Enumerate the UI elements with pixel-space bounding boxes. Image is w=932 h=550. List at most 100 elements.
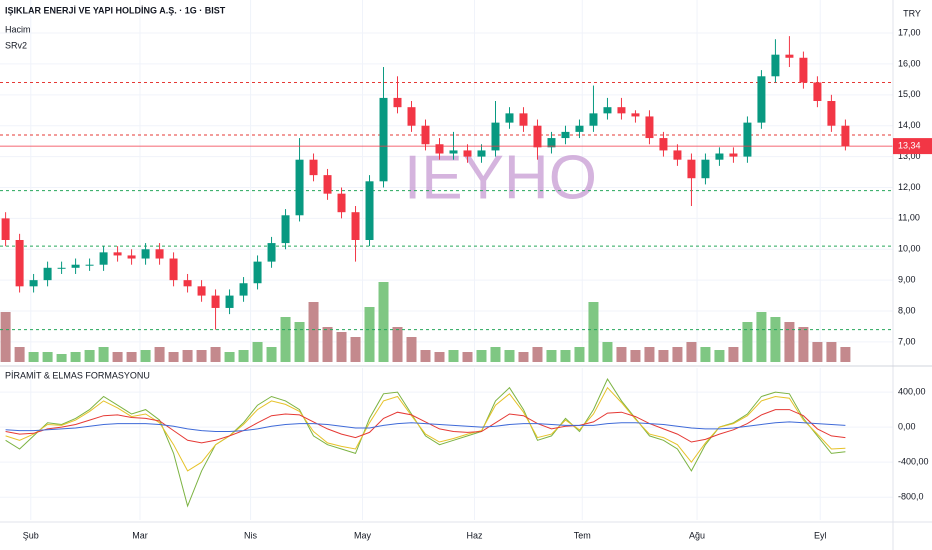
volume-bar <box>826 342 837 362</box>
volume-bar <box>154 347 165 362</box>
price-tag-label: 13,34 <box>898 140 921 150</box>
volume-bar <box>252 342 263 362</box>
volume-bar <box>14 347 25 362</box>
x-tick-label: Şub <box>23 530 39 540</box>
volume-bar <box>28 352 39 362</box>
candle-body <box>561 131 570 139</box>
volume-bar <box>798 327 809 362</box>
candle-body <box>71 264 80 268</box>
candle-body <box>533 125 542 148</box>
candle-body <box>29 280 38 287</box>
candle-body <box>491 122 500 151</box>
y-tick-label: 16,00 <box>898 58 921 68</box>
volume-bar <box>812 342 823 362</box>
volume-bar <box>70 352 81 362</box>
volume-bar <box>504 350 515 362</box>
candle-body <box>85 264 94 266</box>
y-tick-label: 11,00 <box>898 213 920 223</box>
candle-body <box>673 150 682 160</box>
volume-bar <box>140 350 151 362</box>
indicator-label: SRv2 <box>5 40 27 50</box>
volume-bar <box>350 337 361 362</box>
volume-bar <box>658 350 669 362</box>
volume-bar <box>210 347 221 362</box>
y-tick-label: 15,00 <box>898 89 921 99</box>
y-tick-label: 7,00 <box>898 336 916 346</box>
y-tick-label: -800,0 <box>898 492 924 502</box>
candle-body <box>197 286 206 296</box>
volume-bar <box>602 342 613 362</box>
candle-body <box>701 159 710 179</box>
y-tick-label: 13,00 <box>898 151 921 161</box>
candle-body <box>435 144 444 154</box>
volume-bar <box>784 322 795 362</box>
volume-bar <box>98 347 109 362</box>
candle-body <box>309 159 318 176</box>
volume-bar <box>616 347 627 362</box>
volume-bar <box>238 350 249 362</box>
grid-layer <box>0 0 893 520</box>
volume-bar <box>728 347 739 362</box>
volume-bar <box>574 347 585 362</box>
volume-bar <box>756 312 767 362</box>
y-tick-label: 10,00 <box>898 244 921 254</box>
candle-body <box>169 258 178 281</box>
volume-bar <box>672 347 683 362</box>
currency-label: TRY <box>903 8 921 18</box>
volume-bar <box>588 302 599 362</box>
candle-body <box>659 138 668 151</box>
volume-bar <box>714 350 725 362</box>
y-tick-label: 400,00 <box>898 386 926 396</box>
volume-bar <box>308 302 319 362</box>
x-tick-label: Mar <box>132 530 148 540</box>
candle-body <box>15 239 24 287</box>
x-tick-label: May <box>354 530 372 540</box>
candle-body <box>841 125 850 147</box>
y-tick-label: 14,00 <box>898 120 921 130</box>
chart-title: IŞIKLAR ENERJİ VE YAPI HOLDİNG A.Ş. · 1G… <box>5 5 226 15</box>
volume-bar <box>644 347 655 362</box>
y-tick-label: 17,00 <box>898 27 921 37</box>
candle-body <box>477 150 486 157</box>
candle-body <box>239 283 248 296</box>
candle-body <box>99 252 108 265</box>
volume-bar <box>168 352 179 362</box>
watermark: IEYHO <box>404 143 597 212</box>
volume-bar <box>770 317 781 362</box>
volume-bar <box>546 350 557 362</box>
x-tick-label: Eyl <box>814 530 827 540</box>
volume-bar <box>434 352 445 362</box>
y-tick-label: -400,00 <box>898 457 929 467</box>
candle-body <box>1 218 10 240</box>
volume-bar <box>406 337 417 362</box>
candle-body <box>295 159 304 216</box>
candle-body <box>785 54 794 58</box>
indicator-label: Hacim <box>5 24 31 34</box>
indicator-line <box>5 409 846 444</box>
candle-body <box>43 267 52 281</box>
candle-body <box>211 295 220 308</box>
candle-body <box>575 125 584 132</box>
candle-body <box>281 215 290 244</box>
candle-body <box>827 101 836 126</box>
volume-bar <box>700 347 711 362</box>
candle-body <box>127 255 136 259</box>
volume-bar <box>378 282 389 362</box>
x-tick-label: Tem <box>574 530 591 540</box>
volume-bar <box>336 332 347 362</box>
indicator-title: PİRAMİT & ELMAS FORMASYONU <box>5 370 150 380</box>
volume-bar <box>280 317 291 362</box>
candle-body <box>715 153 724 160</box>
volume-bar <box>266 347 277 362</box>
candle-body <box>351 212 360 240</box>
y-tick-label: 8,00 <box>898 305 916 315</box>
indicator-line <box>5 386 846 472</box>
candle-body <box>645 116 654 139</box>
candle-body <box>253 261 262 284</box>
candle-body <box>267 243 276 262</box>
volume-bar <box>448 350 459 362</box>
candle-body <box>225 295 234 308</box>
x-tick-label: Haz <box>466 530 483 540</box>
